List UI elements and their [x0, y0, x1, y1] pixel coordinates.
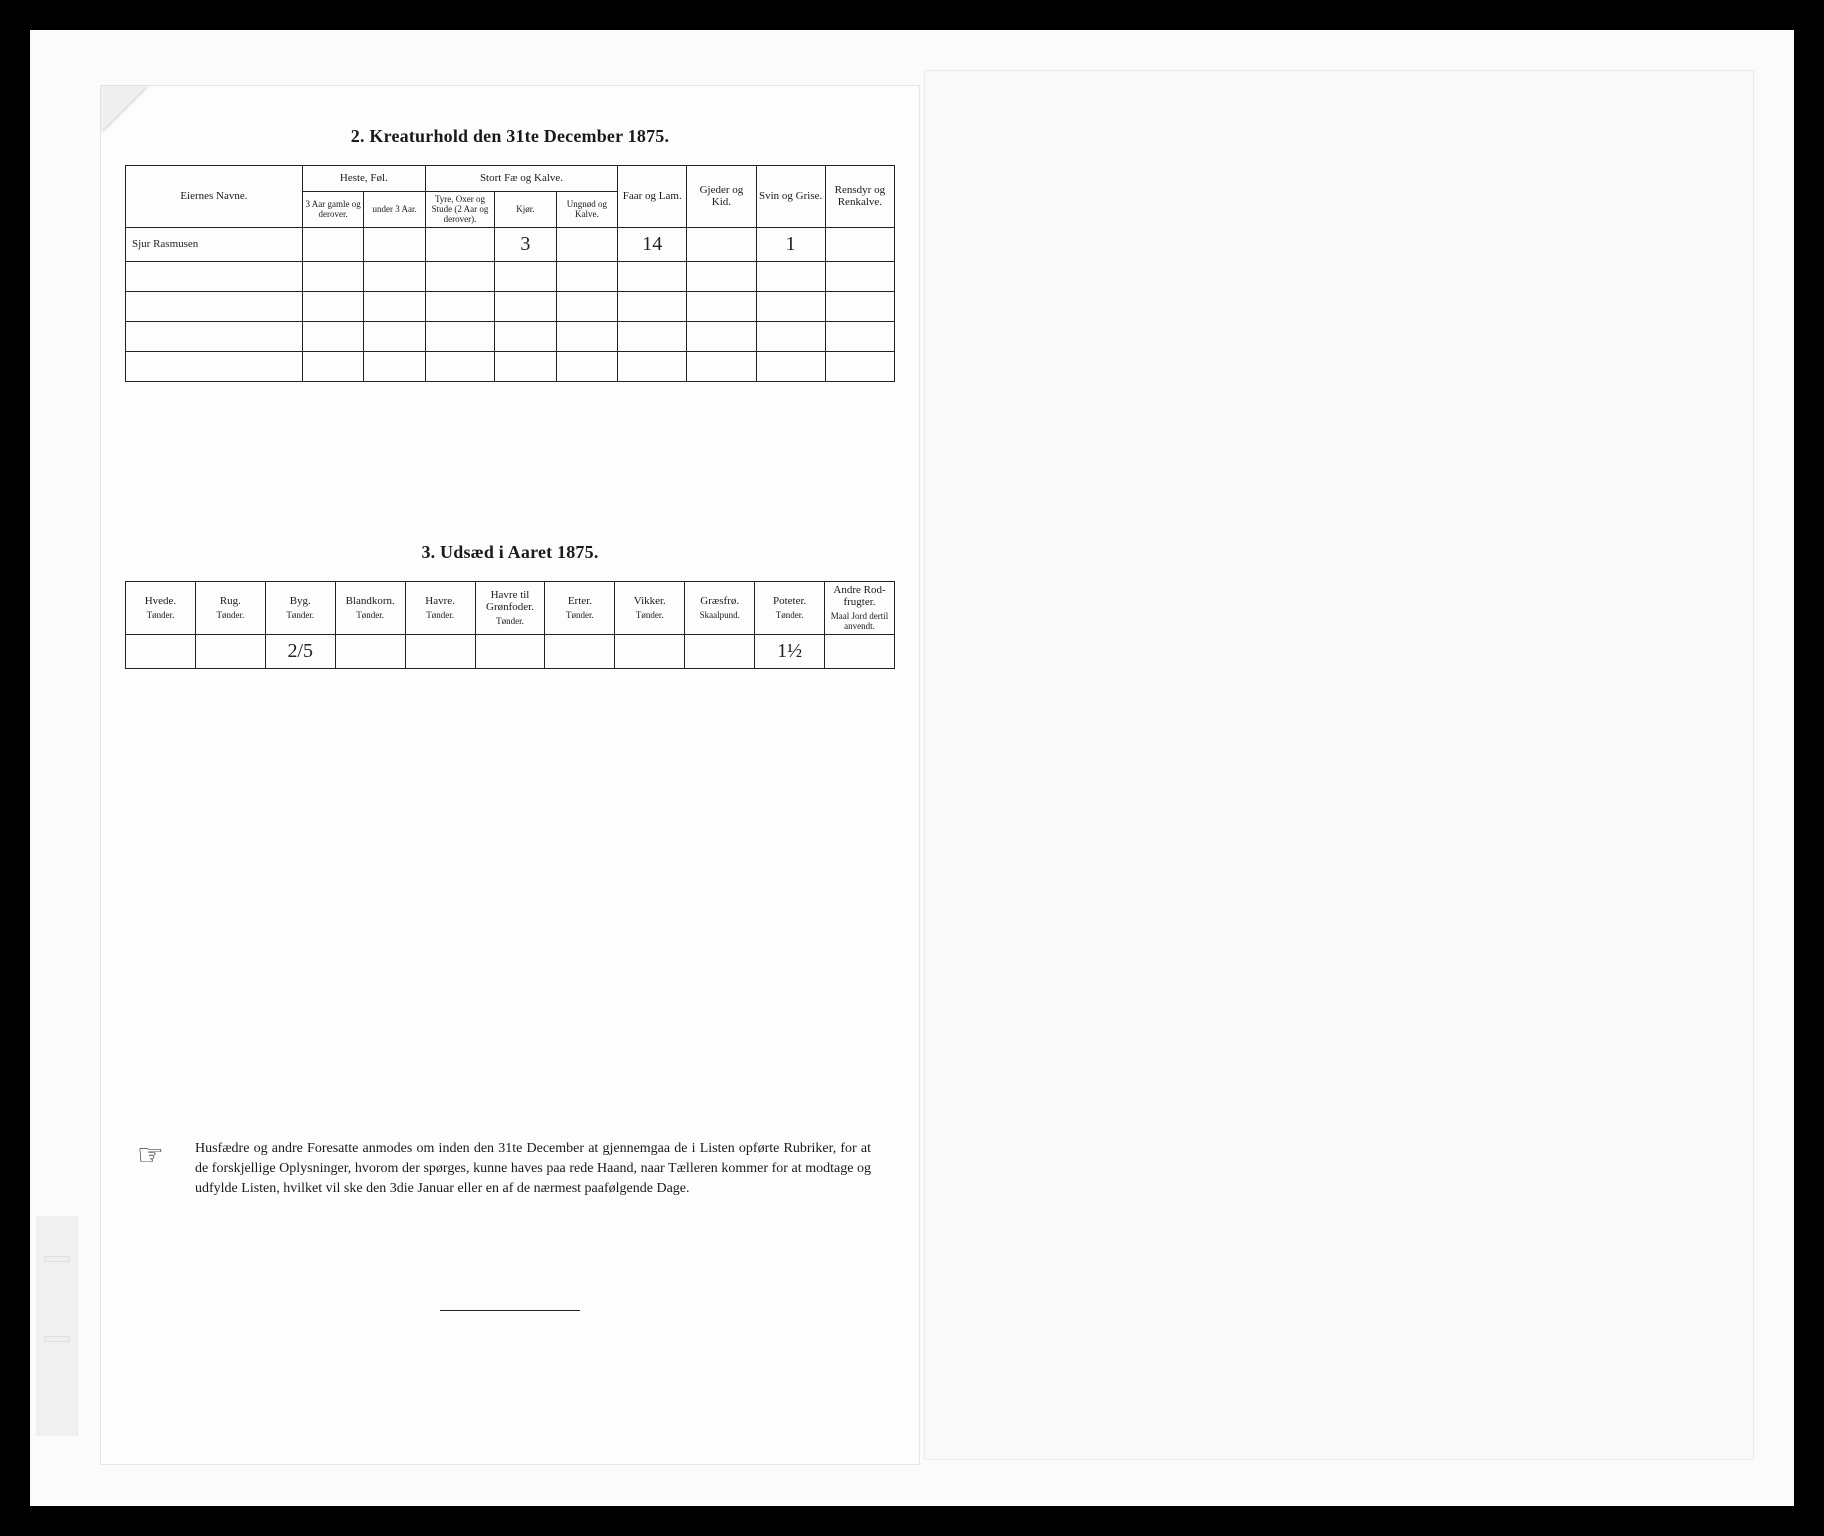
th-rug: Rug. Tønder. — [195, 581, 265, 634]
cell-fae-c — [556, 227, 618, 261]
cell-vikker — [615, 634, 685, 668]
scan-page: 2. Kreaturhold den 31te December 1875. E… — [30, 30, 1794, 1506]
th-heste-b: under 3 Aar. — [364, 191, 426, 227]
cell-gjeder-kid — [687, 227, 756, 261]
th-erter: Erter. Tønder. — [545, 581, 615, 634]
udsaed-table: Hvede. Tønder. Rug. Tønder. Byg. Tønder.… — [125, 581, 895, 669]
th-fae-c: Ungnød og Kalve. — [556, 191, 618, 227]
cell-havre — [405, 634, 475, 668]
cell-andre-rodfrugter — [825, 634, 895, 668]
binding-marks — [36, 1216, 78, 1436]
th-byg: Byg. Tønder. — [265, 581, 335, 634]
cell-byg: 2/5 — [265, 634, 335, 668]
th-andre-rodfrugter: Andre Rod-frugter. Maal Jord dertil anve… — [825, 581, 895, 634]
section3-title: 3. Udsæd i Aaret 1875. — [125, 542, 895, 563]
table-row — [126, 261, 895, 291]
table-row: Sjur Rasmusen 3 14 1 — [126, 227, 895, 261]
footer-instruction: ☞ Husfædre og andre Foresatte anmodes om… — [125, 1139, 895, 1200]
cell-heste-b — [364, 227, 426, 261]
cell-navn: Sjur Rasmusen — [126, 227, 303, 261]
cell-fae-a — [425, 227, 494, 261]
th-havre: Havre. Tønder. — [405, 581, 475, 634]
cell-blandkorn — [335, 634, 405, 668]
cell-graesfro — [685, 634, 755, 668]
cell-havre-gronfoder — [475, 634, 545, 668]
cell-erter — [545, 634, 615, 668]
th-havre-gronfoder: Havre til Grønfoder. Tønder. — [475, 581, 545, 634]
th-vikker: Vikker. Tønder. — [615, 581, 685, 634]
th-eiernes-navne: Eiernes Navne. — [126, 166, 303, 228]
th-fae-a: Tyre, Oxer og Stude (2 Aar og derover). — [425, 191, 494, 227]
census-form-sheet: 2. Kreaturhold den 31te December 1875. E… — [100, 85, 920, 1465]
th-blandkorn: Blandkorn. Tønder. — [335, 581, 405, 634]
th-heste-a: 3 Aar gamle og derover. — [302, 191, 364, 227]
footer-instruction-text: Husfædre og andre Foresatte anmodes om i… — [195, 1141, 871, 1197]
closing-rule — [440, 1310, 580, 1311]
page-dogear — [101, 86, 147, 132]
facing-blank-page — [924, 70, 1754, 1460]
th-stort-fae: Stort Fæ og Kalve. — [425, 166, 617, 192]
cell-hvede — [126, 634, 196, 668]
cell-faar-lam: 14 — [618, 227, 687, 261]
th-hvede: Hvede. Tønder. — [126, 581, 196, 634]
th-poteter: Poteter. Tønder. — [755, 581, 825, 634]
cell-rensdyr — [825, 227, 894, 261]
th-fae-b: Kjør. — [495, 191, 557, 227]
cell-fae-b: 3 — [495, 227, 557, 261]
table-row — [126, 321, 895, 351]
th-heste-fol: Heste, Føl. — [302, 166, 425, 192]
th-gjeder-kid: Gjeder og Kid. — [687, 166, 756, 228]
cell-rug — [195, 634, 265, 668]
th-faar-lam: Faar og Lam. — [618, 166, 687, 228]
section2-title: 2. Kreaturhold den 31te December 1875. — [125, 126, 895, 147]
cell-poteter: 1½ — [755, 634, 825, 668]
section-gap — [125, 382, 895, 532]
th-rensdyr: Rensdyr og Renkalve. — [825, 166, 894, 228]
table-row — [126, 291, 895, 321]
kreaturhold-table: Eiernes Navne. Heste, Føl. Stort Fæ og K… — [125, 165, 895, 382]
table-row — [126, 351, 895, 381]
th-graesfro: Græsfrø. Skaalpund. — [685, 581, 755, 634]
manicule-icon: ☞ — [137, 1141, 164, 1171]
th-svin-grise: Svin og Grise. — [756, 166, 825, 228]
cell-svin-grise: 1 — [756, 227, 825, 261]
table-row: 2/5 1½ — [126, 634, 895, 668]
cell-heste-a — [302, 227, 364, 261]
